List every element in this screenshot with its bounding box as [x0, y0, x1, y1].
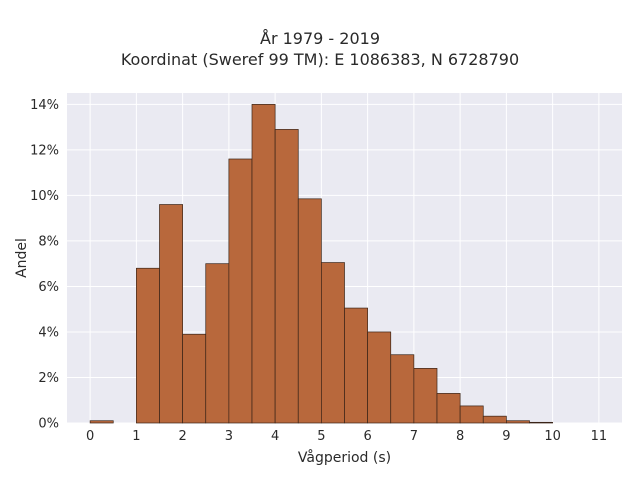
y-tick-label: 14%: [30, 98, 59, 113]
y-axis-label: Andel: [14, 238, 30, 278]
bars: [89, 104, 553, 424]
y-tick-label: 8%: [38, 234, 59, 249]
histogram-bar: [413, 368, 438, 424]
histogram-bar: [297, 198, 322, 424]
y-tick-label: 6%: [38, 280, 59, 295]
histogram-bar: [344, 307, 368, 424]
x-tick-label: 7: [410, 429, 418, 444]
y-tick-label: 4%: [38, 325, 59, 340]
x-tick-label: 9: [502, 429, 510, 444]
histogram-bar: [367, 331, 392, 424]
x-axis-label: Vågperiod (s): [298, 449, 391, 466]
y-tick-label: 0%: [38, 417, 59, 432]
histogram-bar: [251, 104, 276, 424]
x-tick-label: 11: [591, 429, 608, 444]
x-tick-label: 0: [86, 429, 94, 444]
x-tick-label: 1: [132, 429, 140, 444]
histogram-bar: [159, 204, 183, 424]
histogram-bar: [482, 415, 507, 424]
histogram-bar: [506, 420, 530, 424]
histogram-bar: [274, 129, 299, 424]
histogram-bar: [228, 158, 253, 424]
histogram-bar: [321, 262, 345, 424]
histogram-bar: [459, 405, 484, 424]
x-axis-ticks: 0 1 2 3 4 5 6 7 8 9 10 11: [86, 429, 607, 444]
chart-subtitle: Koordinat (Sweref 99 TM): E 1086383, N 6…: [120, 50, 520, 69]
x-tick-label: 5: [317, 429, 325, 444]
x-tick-label: 8: [456, 429, 464, 444]
x-tick-label: 3: [225, 429, 233, 444]
histogram-bar: [205, 263, 230, 424]
y-tick-label: 2%: [38, 371, 59, 386]
histogram-bar: [436, 393, 461, 424]
x-tick-label: 10: [544, 429, 561, 444]
histogram-bar: [136, 267, 160, 424]
y-tick-label: 10%: [30, 189, 59, 204]
y-tick-label: 12%: [30, 143, 59, 158]
histogram-bar: [529, 421, 553, 424]
x-tick-label: 2: [178, 429, 186, 444]
histogram-bar: [89, 420, 114, 424]
y-axis-ticks: 0% 2% 4% 6% 8% 10% 12% 14%: [30, 98, 59, 432]
histogram-bar: [182, 333, 207, 424]
x-tick-label: 4: [271, 429, 279, 444]
chart-title: År 1979 - 2019: [260, 29, 380, 48]
histogram-bar: [390, 354, 415, 424]
x-tick-label: 6: [363, 429, 371, 444]
